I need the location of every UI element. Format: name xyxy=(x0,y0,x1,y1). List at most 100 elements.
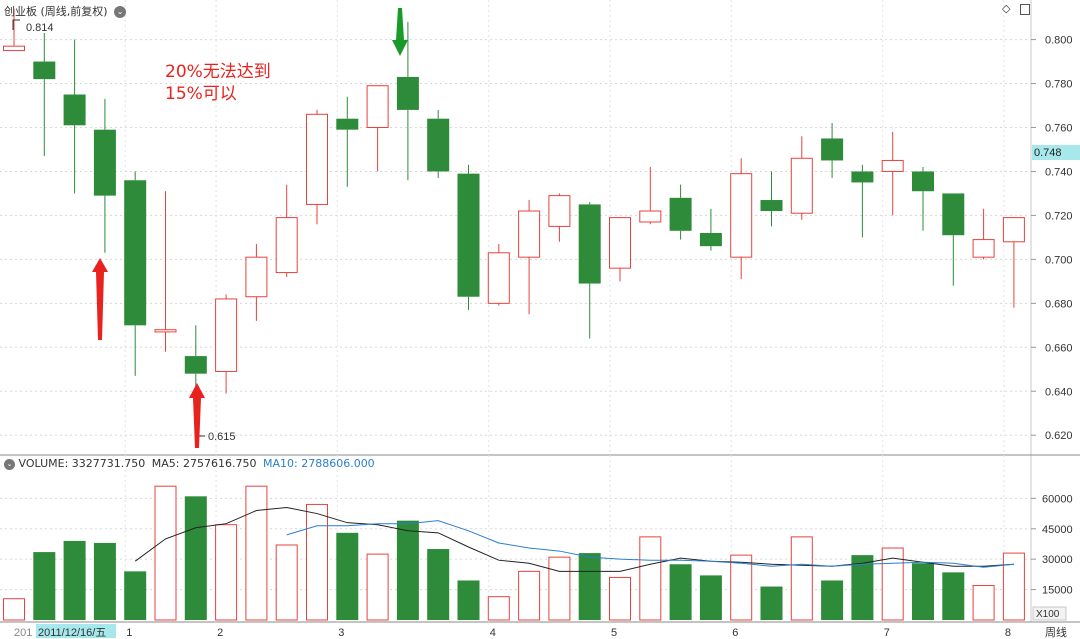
time-tick-label: 4 xyxy=(490,627,496,639)
ma5-label: MA5: xyxy=(151,457,180,470)
price-tick-label: 0.620 xyxy=(1045,430,1073,442)
chart-title-bar: 创业板 (周线,前复权) ⌄ xyxy=(4,3,127,19)
volume-tick-label: 45000 xyxy=(1042,524,1073,536)
price-tick-label: 0.760 xyxy=(1045,122,1073,134)
time-tick-label: 6 xyxy=(732,627,738,639)
candle-body-up xyxy=(215,298,238,372)
candle-body-down xyxy=(63,94,86,126)
volume-bar-up xyxy=(1002,552,1025,621)
volume-bar-up xyxy=(548,556,571,621)
candle-body-down xyxy=(821,138,844,161)
annotation-line-1: 20%无法达到 xyxy=(165,62,271,82)
chevron-down-icon[interactable]: ⌄ xyxy=(114,6,127,18)
candle-body-up xyxy=(487,252,510,304)
volume-bar-up xyxy=(609,576,631,621)
volume-bar-up xyxy=(518,570,541,621)
chart-tools: ◇ xyxy=(1002,2,1030,15)
time-tick-label: 1 xyxy=(126,627,132,639)
candle-body-up xyxy=(548,195,571,227)
volume-bar-up xyxy=(215,524,238,621)
price-tick-label: 0.800 xyxy=(1045,35,1073,47)
candle-body-up xyxy=(881,159,904,172)
candle-body-up xyxy=(154,329,177,333)
volume-bar-up xyxy=(366,553,389,621)
candle-body-down xyxy=(124,180,147,326)
annotation-line-2: 15%可以 xyxy=(165,84,237,104)
candle-body-up xyxy=(366,85,389,128)
volume-bar-up xyxy=(639,536,662,621)
candle-body-up xyxy=(609,217,631,269)
ma10-line xyxy=(286,520,1014,568)
volume-bar-up xyxy=(730,554,753,621)
chevron-down-icon[interactable]: ⌄ xyxy=(4,458,15,470)
candle-body-down xyxy=(336,118,359,130)
current-price-tag: 0.748 xyxy=(1034,147,1062,159)
volume-bar-down xyxy=(821,580,844,620)
volume-bar-up xyxy=(275,544,298,621)
price-tick-label: 0.740 xyxy=(1045,166,1073,178)
volume-bars xyxy=(3,485,1025,621)
candle-body-down xyxy=(457,173,480,297)
candle-body-down xyxy=(427,118,450,172)
volume-bar-down xyxy=(336,532,359,620)
candle-body-up xyxy=(790,157,813,214)
volume-bar-down xyxy=(942,572,965,620)
time-tick-label: 2 xyxy=(217,627,223,639)
volume-bar-down xyxy=(669,564,692,620)
chart-title: 创业板 (周线,前复权) xyxy=(4,5,108,18)
volume-bar-down xyxy=(457,580,480,620)
time-tick-label: 5 xyxy=(611,627,617,639)
volume-tick-label: 60000 xyxy=(1042,493,1073,505)
candle-body-down xyxy=(942,193,965,236)
price-tick-label: 0.640 xyxy=(1045,386,1073,398)
volume-bar-down xyxy=(578,553,601,620)
time-tick-label: 3 xyxy=(338,627,344,639)
volume-bar-down xyxy=(93,542,116,620)
ma10-value: 2788606.000 xyxy=(301,457,375,470)
current-price-tag-bg xyxy=(1032,145,1080,160)
ma5-line xyxy=(134,506,1014,572)
low-marker-label: 0.615 xyxy=(208,431,236,443)
price-tick-label: 0.680 xyxy=(1045,298,1073,310)
moving-average-lines xyxy=(134,506,1014,572)
ma10-label: MA10: xyxy=(262,457,298,470)
volume-header: ⌄ VOLUME: 3327731.750 MA5: 2757616.750 M… xyxy=(4,457,375,470)
price-tick-label: 0.720 xyxy=(1045,210,1073,222)
volume-bar-down xyxy=(63,540,86,620)
candle-body-up xyxy=(306,113,328,205)
volume-bar-up xyxy=(245,485,268,621)
volume-bar-up xyxy=(487,596,510,621)
candle-body-down xyxy=(912,171,934,192)
candle-body-up xyxy=(730,173,753,258)
volume-bar-down xyxy=(124,571,147,620)
candle-body-down xyxy=(851,171,874,183)
volume-bar-down xyxy=(760,586,783,620)
candle-body-up xyxy=(639,210,662,223)
candle-body-down xyxy=(578,204,601,284)
candle-body-down xyxy=(93,129,116,196)
time-axis: 201 2011/12/16/五 1 2 3 4 5 6 7 8 周线 xyxy=(14,624,1067,639)
green-down-arrow xyxy=(392,8,408,56)
candle-body-down xyxy=(33,61,56,80)
period-label: 周线 xyxy=(1045,625,1067,639)
volume-label: VOLUME: xyxy=(18,457,69,470)
volume-unit-box xyxy=(1032,606,1067,621)
time-tick-label: 201 xyxy=(14,627,32,639)
candle-body-up xyxy=(3,45,25,52)
candle-body-down xyxy=(396,76,419,110)
time-tick-label: 7 xyxy=(884,627,890,639)
volume-tick-label: 30000 xyxy=(1042,554,1073,566)
red-up-arrow-2 xyxy=(189,383,205,448)
candle-body-up xyxy=(245,256,268,298)
ma5-value: 2757616.750 xyxy=(183,457,257,470)
window-icon[interactable] xyxy=(1019,3,1030,15)
candle-body-up xyxy=(1002,217,1025,243)
price-tick-label: 0.780 xyxy=(1045,79,1073,91)
volume-bar-up xyxy=(306,503,328,621)
candles xyxy=(3,8,1025,447)
annotation-text: 20%无法达到 15%可以 xyxy=(165,61,271,105)
time-tick-label: 8 xyxy=(1005,627,1011,639)
diamond-icon[interactable]: ◇ xyxy=(1002,2,1011,15)
volume-bar-down xyxy=(912,563,934,620)
